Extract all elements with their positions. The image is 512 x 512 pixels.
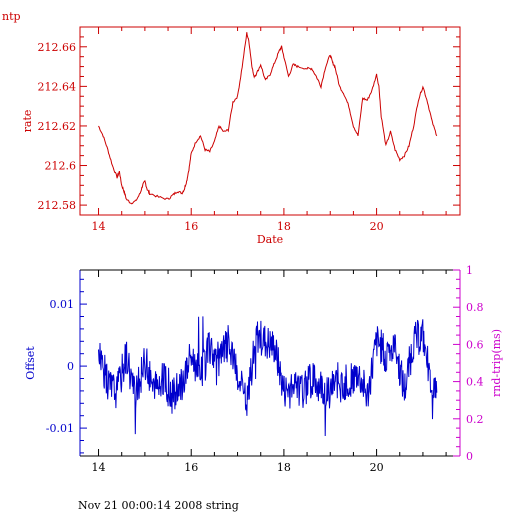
rndtrip-y-tick-label: 0.8 — [466, 301, 484, 314]
footer-text: Nov 21 00:00:14 2008 string — [78, 499, 239, 512]
rate-y-axis-label: rate — [21, 110, 34, 133]
rate-x-tick-label: 16 — [184, 220, 198, 233]
rate-series-line — [98, 32, 438, 205]
offset-x-tick-label: 20 — [370, 461, 384, 474]
rate-y-tick-label: 212.6 — [45, 160, 77, 173]
rate-x-tick-label: 14 — [92, 220, 106, 233]
rate-y-tick-label: 212.62 — [38, 120, 77, 133]
offset-series-line — [98, 316, 438, 437]
offset-x-tick-label: 16 — [184, 461, 198, 474]
rate-x-axis-label: Date — [257, 233, 283, 246]
rate-plot-frame — [79, 26, 461, 216]
rate-y-tick-label: 212.58 — [38, 199, 77, 212]
offset-x-tick-label: 14 — [92, 461, 106, 474]
offset-y-axis-label: Offset — [24, 346, 37, 380]
offset-chart: 14 16 18 20 -0.01 0 0.01 0 0.2 0.4 0.6 0.8 1 Offset rn… — [24, 264, 503, 474]
rndtrip-y-tick-label: 0 — [466, 450, 473, 463]
rndtrip-y-tick-label: 0.6 — [466, 338, 484, 351]
offset-y-tick-label: 0.01 — [50, 298, 75, 311]
corner-label: ntp — [2, 10, 21, 23]
rndtrip-y-tick-label: 1 — [466, 264, 473, 277]
offset-y-tick-label: -0.01 — [46, 422, 74, 435]
rndtrip-y-axis-label: rnd-trip(ms) — [490, 329, 503, 397]
rndtrip-y-tick-label: 0.2 — [466, 413, 484, 426]
offset-y-tick-label: 0 — [67, 360, 74, 373]
rate-y-tick-label: 212.64 — [38, 80, 77, 93]
offset-x-tick-label: 18 — [277, 461, 291, 474]
rate-chart: 14 16 18 20 212.58 212.6 212.62 212.64 212.66 Dat… — [21, 26, 461, 246]
rate-y-tick-label: 212.66 — [38, 41, 77, 54]
rate-x-tick-label: 20 — [370, 220, 384, 233]
rate-x-tick-label: 18 — [277, 220, 291, 233]
rndtrip-y-tick-label: 0.4 — [466, 376, 484, 389]
